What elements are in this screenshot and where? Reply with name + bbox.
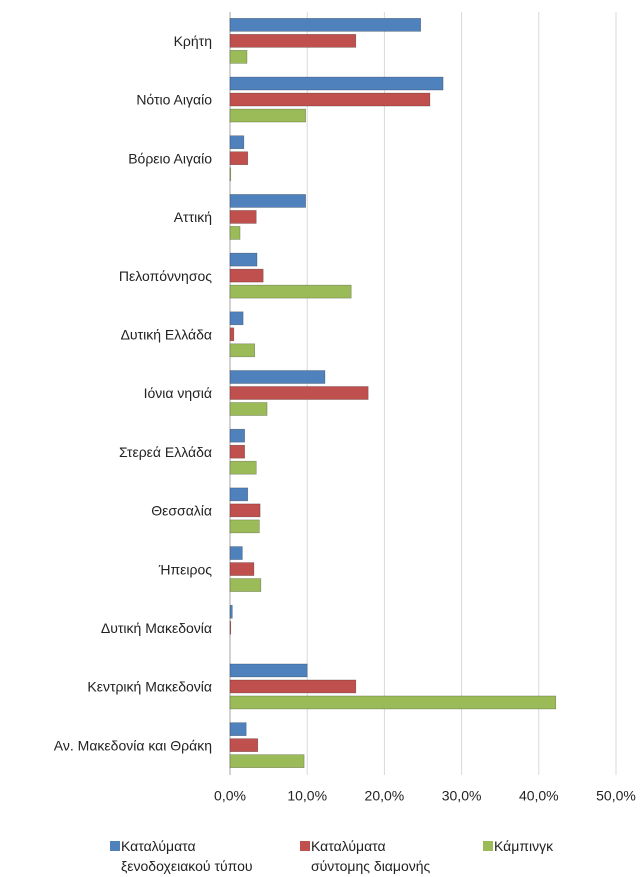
bar — [229, 754, 305, 768]
bar — [229, 210, 257, 224]
y-tick-label: Δυτική Μακεδονία — [101, 620, 212, 636]
bar — [229, 34, 357, 48]
bar — [229, 487, 249, 502]
bar — [229, 311, 244, 326]
bar — [229, 679, 357, 694]
bar — [229, 284, 352, 299]
bar — [229, 604, 233, 619]
x-tick-label: 50,0% — [596, 788, 636, 804]
bar — [229, 695, 557, 710]
y-tick-label: Πελοπόννησος — [119, 268, 212, 284]
y-tick-label: Ιόνια νησιά — [144, 385, 212, 401]
bar — [229, 151, 249, 166]
y-tick-label: Αττική — [174, 209, 212, 225]
bar — [229, 386, 369, 400]
bar — [229, 370, 326, 384]
x-tick-label: 30,0% — [442, 788, 482, 804]
bar — [229, 268, 264, 283]
legend-swatch — [300, 841, 310, 851]
bar — [229, 194, 306, 208]
bar — [229, 18, 421, 32]
x-tick-label: 20,0% — [365, 788, 405, 804]
legend-label: Κάμπινγκ — [494, 838, 554, 854]
legend-label: Καταλύματα ξενοδοχειακού τύπου — [121, 838, 253, 874]
x-tick-label: 0,0% — [214, 788, 246, 804]
bar — [229, 722, 247, 736]
bar — [229, 444, 245, 459]
bar — [229, 76, 444, 91]
x-tick-label: 10,0% — [287, 788, 327, 804]
legend-label: Καταλύματα σύντομης διαμονής — [311, 838, 431, 874]
y-tick-label: Στερεά Ελλάδα — [119, 444, 212, 460]
bar — [229, 620, 232, 635]
bar — [229, 460, 257, 475]
bar — [229, 519, 260, 534]
bar — [229, 50, 248, 64]
x-tick-label: 40,0% — [519, 788, 559, 804]
y-tick-label: Δυτική Ελλάδα — [121, 327, 212, 343]
y-tick-label: Κρήτη — [174, 33, 212, 49]
y-tick-label: Νότιο Αιγαίο — [136, 92, 212, 108]
bar — [229, 167, 232, 182]
bar — [229, 108, 306, 123]
y-tick-label: Ήπειρος — [158, 561, 212, 577]
bar — [229, 546, 243, 560]
bar — [229, 402, 268, 416]
bar — [229, 738, 259, 752]
plot: 0,0% 10,0% 20,0% 30,0% 40,0% 50,0% Κρήτη Νότιο … — [54, 12, 636, 804]
y-tick-label: Βόρειο Αιγαίο — [128, 150, 212, 166]
bar — [229, 503, 261, 518]
bar — [229, 135, 245, 150]
bar — [229, 663, 308, 678]
y-tick-label: Αν. Μακεδονία και Θράκη — [54, 737, 212, 753]
legend-swatch — [483, 841, 493, 851]
bar — [229, 327, 235, 342]
y-tick-label: Θεσσαλία — [151, 503, 212, 519]
bar — [229, 578, 262, 592]
bar — [229, 562, 255, 576]
bar — [229, 226, 241, 240]
bar — [229, 92, 431, 107]
legend-swatch — [110, 841, 120, 851]
bar — [229, 343, 256, 358]
bar — [229, 428, 245, 443]
y-tick-label: Κεντρική Μακεδονία — [87, 679, 212, 695]
bar — [229, 252, 258, 267]
